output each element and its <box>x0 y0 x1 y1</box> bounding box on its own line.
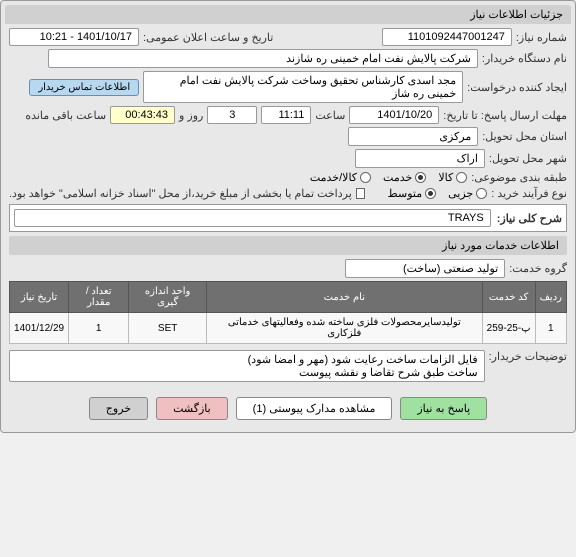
treasury-note: پرداخت تمام یا بخشی از مبلغ خرید،از محل … <box>9 187 352 200</box>
buyer-name-field: شرکت پالایش نفت امام خمینی ره شازند <box>48 49 478 68</box>
category-opt-both[interactable]: کالا/خدمت <box>310 171 371 184</box>
deadline-remain-label: ساعت باقی مانده <box>25 109 106 122</box>
category-label: طبقه بندی موضوعی: <box>471 171 567 184</box>
process-opt-minor[interactable]: جزیی <box>448 187 487 200</box>
category-opt-label: کالا/خدمت <box>310 171 357 184</box>
treasury-checkbox[interactable] <box>356 188 365 199</box>
td-code: پ-25-259 <box>482 313 535 344</box>
deadline-label: مهلت ارسال پاسخ: تا تاریخ: <box>443 109 567 122</box>
service-group-label: گروه خدمت: <box>509 262 567 275</box>
back-button[interactable]: بازگشت <box>156 397 228 420</box>
category-opt-goods[interactable]: کالا <box>438 171 467 184</box>
table-row: 1 پ-25-259 تولیدسایرمحصولات فلزی ساخته ش… <box>10 313 567 344</box>
category-radio-group: کالا خدمت کالا/خدمت <box>310 171 467 184</box>
process-radio-group: جزیی متوسط <box>388 187 488 200</box>
deadline-date-field: 1401/10/20 <box>349 106 439 124</box>
td-name: تولیدسایرمحصولات فلزی ساخته شده وفعالیته… <box>206 313 482 344</box>
row-buyer-notes: توضیحات خریدار: فایل الزامات ساخت رعایت … <box>9 350 567 382</box>
radio-icon <box>415 172 426 183</box>
td-row: 1 <box>535 313 566 344</box>
row-city: شهر محل تحویل: اراک <box>9 149 567 168</box>
th-unit: واحد اندازه گیری <box>129 282 207 313</box>
row-request-number: شماره نیاز: 1101092447001247 تاریخ و ساع… <box>9 28 567 46</box>
buyer-name-label: نام دستگاه خریدار: <box>482 52 567 65</box>
process-opt-label: متوسط <box>388 187 423 200</box>
radio-icon <box>476 188 487 199</box>
row-category: طبقه بندی موضوعی: کالا خدمت کالا/خدمت <box>9 171 567 184</box>
announce-field: 1401/10/17 - 10:21 <box>9 28 139 46</box>
category-opt-label: کالا <box>438 171 453 184</box>
process-opt-label: جزیی <box>448 187 473 200</box>
button-bar: پاسخ به نیاز مشاهده مدارک پیوستی (1) باز… <box>5 389 571 428</box>
td-unit: SET <box>129 313 207 344</box>
respond-button[interactable]: پاسخ به نیاز <box>400 397 487 420</box>
deadline-remain-field: 00:43:43 <box>110 106 175 124</box>
row-process-type: نوع فرآیند خرید : جزیی متوسط پرداخت تمام… <box>9 187 567 200</box>
td-qty: 1 <box>69 313 129 344</box>
radio-icon <box>425 188 436 199</box>
contact-info-button[interactable]: اطلاعات تماس خریدار <box>29 79 139 96</box>
th-date: تاریخ نیاز <box>10 282 69 313</box>
th-code: کد خدمت <box>482 282 535 313</box>
row-buyer-name: نام دستگاه خریدار: شرکت پالایش نفت امام … <box>9 49 567 68</box>
province-field: مرکزی <box>348 127 478 146</box>
request-number-field: 1101092447001247 <box>382 28 512 46</box>
main-panel: جزئیات اطلاعات نیاز شماره نیاز: 11010924… <box>0 0 576 433</box>
radio-icon <box>456 172 467 183</box>
category-opt-service[interactable]: خدمت <box>383 171 426 184</box>
deadline-time-label: ساعت <box>315 109 345 122</box>
th-name: نام خدمت <box>206 282 482 313</box>
form-body: شماره نیاز: 1101092447001247 تاریخ و ساع… <box>5 24 571 389</box>
row-province: استان محل تحویل: مرکزی <box>9 127 567 146</box>
requester-label: ایجاد کننده درخواست: <box>467 81 567 94</box>
radio-icon <box>360 172 371 183</box>
td-date: 1401/12/29 <box>10 313 69 344</box>
table-header-row: ردیف کد خدمت نام خدمت واحد اندازه گیری ت… <box>10 282 567 313</box>
service-group-field: تولید صنعتی (ساخت) <box>345 259 505 278</box>
general-desc-label: شرح کلی نیاز: <box>497 212 562 225</box>
city-field: اراک <box>355 149 485 168</box>
requester-field: مجد اسدی کارشناس تحقیق وساخت شرکت پالایش… <box>143 71 463 103</box>
buyer-notes-field: فایل الزامات ساخت رعایت شود (مهر و امضا … <box>9 350 485 382</box>
services-table: ردیف کد خدمت نام خدمت واحد اندازه گیری ت… <box>9 281 567 344</box>
general-desc-box: شرح کلی نیاز: TRAYS <box>9 204 567 232</box>
general-desc-field: TRAYS <box>14 209 491 227</box>
announce-label: تاریخ و ساعت اعلان عمومی: <box>143 31 273 44</box>
services-section-title: اطلاعات خدمات مورد نیاز <box>9 236 567 255</box>
row-deadline: مهلت ارسال پاسخ: تا تاریخ: 1401/10/20 سا… <box>9 106 567 124</box>
buyer-notes-label: توضیحات خریدار: <box>489 350 567 363</box>
request-number-label: شماره نیاز: <box>516 31 567 44</box>
row-service-group: گروه خدمت: تولید صنعتی (ساخت) <box>9 259 567 278</box>
th-qty: تعداد / مقدار <box>69 282 129 313</box>
deadline-days-label: روز و <box>179 109 203 122</box>
th-row: ردیف <box>535 282 566 313</box>
panel-title: جزئیات اطلاعات نیاز <box>5 5 571 24</box>
row-requester: ایجاد کننده درخواست: مجد اسدی کارشناس تح… <box>9 71 567 103</box>
deadline-time-field: 11:11 <box>261 106 311 124</box>
province-label: استان محل تحویل: <box>482 130 567 143</box>
process-opt-medium[interactable]: متوسط <box>388 187 437 200</box>
city-label: شهر محل تحویل: <box>489 152 567 165</box>
exit-button[interactable]: خروج <box>89 397 148 420</box>
process-label: نوع فرآیند خرید : <box>491 187 567 200</box>
attachments-button[interactable]: مشاهده مدارک پیوستی (1) <box>236 397 393 420</box>
deadline-days-field: 3 <box>207 106 257 124</box>
category-opt-label: خدمت <box>383 171 412 184</box>
